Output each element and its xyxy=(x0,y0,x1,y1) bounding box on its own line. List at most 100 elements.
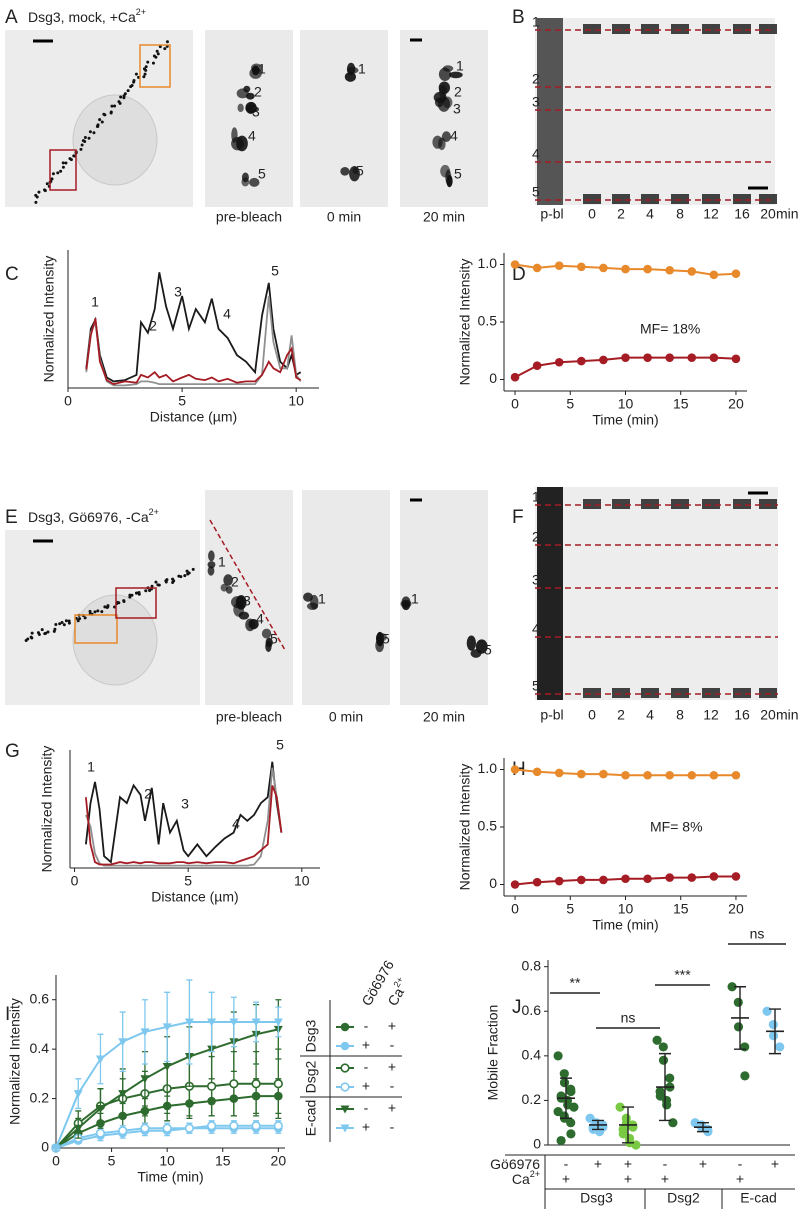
junction-dot xyxy=(87,136,91,140)
data-point xyxy=(559,1077,570,1088)
blob xyxy=(449,71,463,79)
y-tick-label: 1.0 xyxy=(478,760,498,776)
kymo-signal xyxy=(671,499,689,509)
data-point xyxy=(615,1102,625,1112)
data-point xyxy=(652,1035,662,1045)
nucleus xyxy=(72,594,158,686)
data-point xyxy=(140,1123,150,1133)
panel-letter: G xyxy=(5,741,20,762)
kymo-signal xyxy=(612,688,630,698)
crop-image xyxy=(400,30,488,207)
blob xyxy=(349,165,360,182)
junction-dot xyxy=(45,182,49,186)
junction-dot xyxy=(152,54,156,58)
data-point xyxy=(687,770,697,780)
table-cell: - xyxy=(390,1119,395,1135)
roi-number: 5 xyxy=(454,166,462,182)
table-cell: - xyxy=(390,1078,395,1094)
kymo-signal xyxy=(641,499,659,509)
data-point xyxy=(95,1055,105,1064)
junction-dot xyxy=(83,616,87,620)
y-axis-label: Normalized Intensity xyxy=(457,764,473,891)
data-point xyxy=(554,876,564,886)
kymo-time-label: 16 xyxy=(734,206,750,222)
kymo-time-label: 20 xyxy=(760,707,776,723)
roi-box xyxy=(115,587,157,619)
table-header: Ca2+ xyxy=(383,975,412,1008)
peak-label: 5 xyxy=(271,263,279,279)
roi-number: 1 xyxy=(532,14,540,30)
kymo-time-label: 12 xyxy=(703,206,719,222)
blob xyxy=(261,628,272,639)
image-caption: 0 min xyxy=(327,209,361,225)
data-point xyxy=(566,1118,576,1128)
junction-dot xyxy=(144,589,148,593)
significance-label: *** xyxy=(674,967,691,983)
junction-dot xyxy=(78,617,82,621)
kymo-time-label: p-bl xyxy=(540,206,563,222)
roi-number: 2 xyxy=(231,574,239,590)
y-tick-label: 0 xyxy=(533,1136,541,1152)
crop-image xyxy=(400,490,488,705)
kymo-time-label: p-bl xyxy=(540,707,563,723)
image-caption: pre-bleach xyxy=(216,709,282,725)
data-point xyxy=(731,354,741,364)
data-point xyxy=(553,1051,563,1061)
sd-bar xyxy=(697,1122,709,1133)
data-point xyxy=(731,872,741,881)
junction-dot xyxy=(130,593,134,597)
data-point xyxy=(510,372,520,382)
panel-letter: I xyxy=(5,1004,10,1025)
group-label: E-cad xyxy=(740,1190,777,1206)
kymo-signal xyxy=(702,688,720,698)
table-cell: + xyxy=(594,1156,602,1172)
blob xyxy=(306,602,319,611)
junction-dot xyxy=(88,130,92,134)
table-row-label-sup: 2+ xyxy=(530,1169,540,1179)
y-axis-label: Normalized Intensity xyxy=(39,746,55,873)
blob xyxy=(375,639,385,653)
junction-dot xyxy=(105,606,109,610)
x-tick-label: 15 xyxy=(673,901,689,917)
significance-label: ns xyxy=(750,926,765,942)
roi-number: 4 xyxy=(532,146,540,162)
table-cell: + xyxy=(661,1171,669,1187)
junction-dot xyxy=(155,49,159,53)
junction-dot xyxy=(137,590,141,594)
kymo-signal xyxy=(759,499,777,509)
x-axis-label: Distance (µm) xyxy=(150,409,237,425)
table-cell: + xyxy=(624,1156,632,1172)
data-point xyxy=(118,1038,128,1047)
x-tick-label: 15 xyxy=(215,1153,231,1169)
kymo-time-label: 0 xyxy=(588,707,596,723)
junction-dot xyxy=(80,143,84,147)
panel-title-sup: 2+ xyxy=(149,507,159,517)
blob xyxy=(440,164,451,178)
table-cell: + xyxy=(388,1059,396,1075)
panel-letter: J xyxy=(512,997,522,1018)
data-point xyxy=(599,875,608,885)
table-cell: - xyxy=(364,1100,369,1116)
data-point xyxy=(594,1127,605,1137)
y-tick-label: 0.2 xyxy=(30,1089,50,1105)
data-point xyxy=(631,1140,641,1150)
legend-marker xyxy=(340,1041,350,1051)
group-label: E-cad xyxy=(303,1100,319,1137)
kymo-signal xyxy=(583,24,601,34)
data-point xyxy=(532,361,542,371)
kymo-time-label: 20 xyxy=(760,206,776,222)
legend-marker xyxy=(340,1022,350,1032)
data-line xyxy=(85,767,283,867)
sd-bar xyxy=(560,1077,572,1119)
kymo-time-label: 8 xyxy=(676,707,684,723)
group-label: Dsg2 xyxy=(667,1190,700,1206)
data-point xyxy=(207,1018,217,1027)
roi-number: 2 xyxy=(532,529,540,545)
legend-marker xyxy=(340,1063,350,1073)
roi-number: 3 xyxy=(252,104,260,120)
peak-label: 1 xyxy=(91,294,99,310)
data-point xyxy=(532,877,542,887)
blob xyxy=(434,97,444,108)
junction-dot xyxy=(58,622,62,626)
